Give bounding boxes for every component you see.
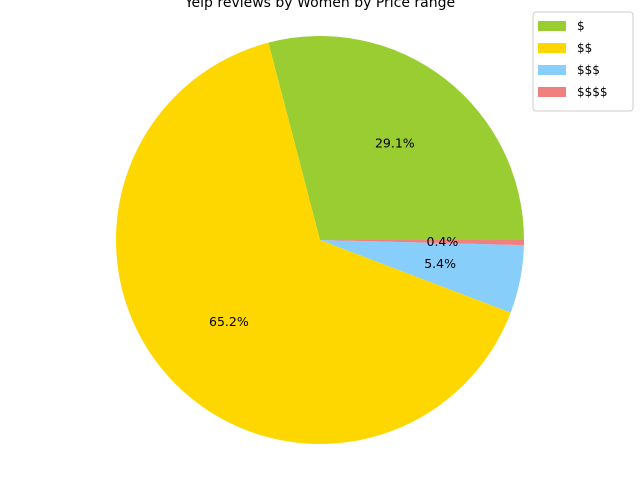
pie-slice-1 (268, 36, 524, 240)
pie-percent-label-4: 0.4% (427, 234, 459, 249)
legend-swatch-1 (538, 21, 566, 31)
pie-percent-label-3: 5.4% (424, 256, 456, 271)
pie-slice-3 (320, 240, 524, 313)
legend-label-1: $ (577, 19, 585, 33)
pie-slice-4 (320, 240, 524, 246)
pie-slices (116, 36, 524, 445)
legend-frame (532, 11, 634, 112)
legend-swatch-3 (538, 65, 566, 75)
legend-label-4: $$$$ (577, 85, 608, 99)
pie-percent-label-2: 65.2% (209, 314, 249, 329)
legend-label-2: $$ (577, 41, 592, 55)
legend-swatch-4 (538, 87, 566, 97)
chart-title: Yelp reviews by Women by Price range (184, 0, 455, 11)
legend-label-3: $$$ (577, 63, 600, 77)
pie-slice-2 (116, 42, 511, 445)
legend: $$$$$$$$$$ (532, 11, 634, 112)
legend-swatch-2 (538, 43, 566, 53)
pie-percent-labels: 29.1% 65.2% 5.4% 0.4% (209, 136, 458, 330)
pie-percent-label-1: 29.1% (375, 136, 415, 151)
